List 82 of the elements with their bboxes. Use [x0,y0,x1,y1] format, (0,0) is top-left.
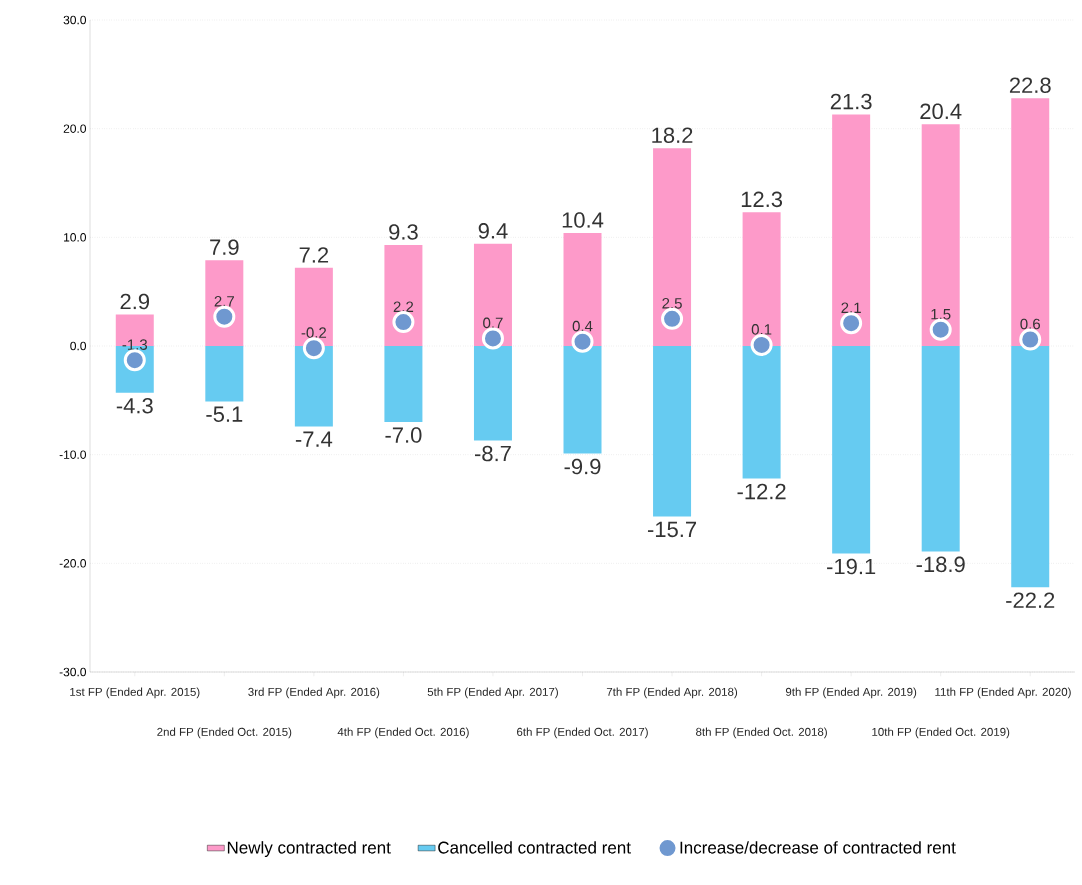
data-label: -7.4 [295,431,333,447]
data-label: 7.2 [299,247,329,263]
data-label: 2.9 [120,293,150,310]
x-tick-label: 11th FP (Ended Apr. 2020) [935,687,1071,699]
data-label: -5.1 [206,406,243,422]
x-tick-label: 10th FP (Ended Oct. 2019) [872,727,1010,739]
y-tick-label: 10.0 [64,233,87,242]
data-label: 0.6 [1020,318,1041,330]
bar [653,148,692,346]
data-label: 2.7 [214,295,234,307]
point [213,305,236,328]
point [481,327,504,350]
x-tick-label: 3rd FP (Ended Apr. 2016) [248,687,380,699]
bar [473,243,512,346]
data-label: 12.3 [741,191,783,208]
point [392,311,415,334]
data-label: 21.3 [830,93,872,110]
data-label: 0.1 [751,324,772,335]
bar [294,346,333,427]
point [661,307,684,330]
data-label: 20.4 [920,103,962,120]
x-tick-label: 1st FP (Ended Apr. 2015) [70,687,200,699]
bar [384,244,423,346]
data-label: 2.5 [662,298,682,309]
x-tick-label: 8th FP (Ended Oct. 2018) [696,727,827,739]
x-tick-label: 9th FP (Ended Apr. 2019) [785,687,917,699]
point [302,337,325,360]
data-label: -19.1 [827,558,876,575]
data-label: 10.4 [562,212,604,228]
data-label: -15.7 [647,521,697,538]
bar [921,124,960,346]
bar [921,346,960,552]
legend-label: Cancelled contracted rent [438,841,631,854]
data-label: 1.5 [931,309,951,320]
bar [1011,98,1050,346]
data-label: 2.1 [841,302,861,313]
x-tick-label: 5th FP (Ended Apr. 2017) [427,687,558,699]
point [1019,328,1042,351]
data-label: 22.8 [1009,77,1051,94]
y-tick-label: -30.0 [59,667,87,677]
data-label: 2.2 [393,301,414,312]
data-label: 0.7 [483,317,503,329]
bar [294,267,333,346]
legend-label: Newly contracted rent [227,841,391,857]
data-label: 7.9 [210,239,239,255]
data-label: -4.3 [116,397,153,414]
bar [473,346,512,441]
data-label: -7.0 [385,427,422,443]
bar [742,346,781,479]
point [750,333,773,356]
point [571,330,594,353]
bar [653,346,692,517]
bar [1011,346,1050,588]
data-label: -9.9 [564,458,601,475]
bar [832,346,871,554]
legend-label: Increase/decrease of contracted rent [680,841,956,854]
x-tick-label: 2nd FP (Ended Oct. 2015) [157,727,292,739]
y-tick-label: 20.0 [63,124,87,133]
y-tick-label: 0.0 [70,341,87,351]
bar [563,232,602,346]
data-label: 9.4 [478,223,508,239]
bar [742,212,781,346]
y-tick-label: 30.0 [63,15,87,25]
data-label: -18.9 [916,556,965,573]
data-label: -22.2 [1006,592,1055,608]
data-label: -12.2 [737,483,786,500]
data-label: -0.2 [301,327,327,338]
data-label: 9.3 [389,224,418,240]
data-label: 18.2 [652,127,693,144]
bar [832,114,871,346]
point [929,318,952,341]
bar [205,346,244,402]
y-tick-label: -20.0 [59,559,87,568]
x-tick-label: 6th FP (Ended Oct. 2017) [517,727,648,739]
y-tick-label: -10.0 [59,450,87,459]
x-tick-label: 4th FP (Ended Oct. 2016) [337,727,469,739]
bar [384,346,423,423]
point [840,312,863,335]
x-tick-label: 7th FP (Ended Apr. 2018) [606,687,738,699]
data-label: 0.4 [572,320,593,332]
data-label: -8.7 [474,445,511,462]
bar [563,346,602,454]
